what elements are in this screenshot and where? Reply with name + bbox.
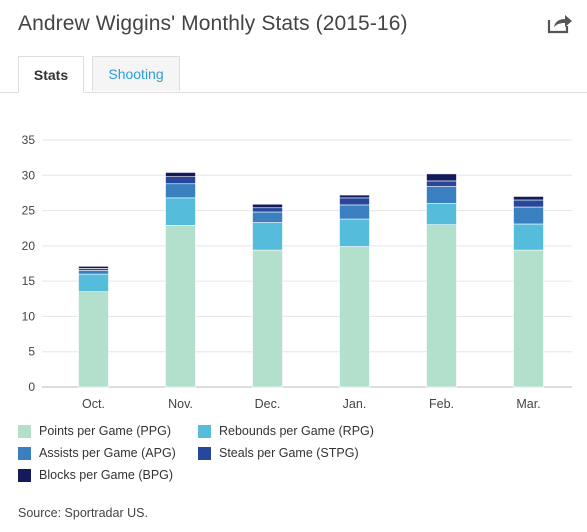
x-tick-label: Jan.: [343, 397, 367, 411]
bar-apg-0: [78, 270, 109, 275]
legend-item-rpg[interactable]: Rebounds per Game (RPG): [198, 424, 374, 438]
legend-item-ppg[interactable]: Points per Game (PPG): [18, 424, 171, 438]
chart-title: Andrew Wiggins' Monthly Stats (2015-16): [18, 12, 408, 35]
bar-stpg-4: [426, 180, 457, 187]
bar-apg-5: [513, 206, 544, 225]
stacked-bar-chart: 0 5 10 15 20 25 30 35 Oct. Nov. Dec. Jan. Feb. Mar.: [22, 133, 572, 411]
bar-apg-2: [252, 211, 283, 223]
x-tick-label: Oct.: [82, 397, 105, 411]
y-tick-label: 0: [28, 380, 35, 394]
y-tick-label: 15: [22, 274, 36, 288]
legend-swatch-bpg: [18, 468, 31, 482]
y-tick-label: 30: [22, 168, 36, 182]
bar-rpg-5: [513, 223, 544, 251]
bar-ppg-1: [165, 225, 196, 388]
bar-bpg-2: [252, 203, 283, 209]
legend-item-bpg[interactable]: Blocks per Game (BPG): [18, 468, 173, 482]
legend-label-stpg: Steals per Game (STPG): [219, 446, 359, 460]
x-tick-label: Dec.: [255, 397, 281, 411]
legend-swatch-ppg: [18, 424, 31, 438]
y-tick-label: 25: [22, 204, 36, 218]
bar-ppg-3: [339, 246, 370, 388]
x-tick-label: Feb.: [429, 397, 454, 411]
bar-stpg-0: [78, 268, 109, 271]
legend-swatch-rpg: [198, 424, 211, 438]
bar-rpg-3: [339, 218, 370, 247]
legend-label-ppg: Points per Game (PPG): [39, 424, 171, 438]
y-tick-label: 35: [22, 133, 36, 147]
bar-bpg-3: [339, 194, 370, 199]
bar-rpg-0: [78, 273, 109, 293]
x-tick-label: Nov.: [168, 397, 193, 411]
share-icon[interactable]: [547, 12, 573, 34]
bar-ppg-5: [513, 249, 544, 388]
bar-stpg-1: [165, 176, 196, 185]
tab-stats[interactable]: Stats: [18, 56, 84, 93]
bar-apg-3: [339, 204, 370, 220]
bar-stpg-5: [513, 199, 544, 208]
bar-bpg-4: [426, 173, 457, 182]
legend-label-bpg: Blocks per Game (BPG): [39, 468, 174, 482]
bar-rpg-1: [165, 197, 196, 226]
x-tick-label: Mar.: [516, 397, 540, 411]
bar-ppg-4: [426, 224, 457, 388]
bar-apg-1: [165, 183, 196, 199]
legend-swatch-stpg: [198, 446, 211, 460]
legend-swatch-apg: [18, 446, 31, 460]
tab-shooting[interactable]: Shooting: [92, 56, 180, 91]
bar-ppg-2: [252, 249, 283, 388]
y-tick-label: 20: [22, 239, 36, 253]
source-note: Source: Sportradar US.: [18, 506, 148, 520]
legend-item-stpg[interactable]: Steals per Game (STPG): [198, 446, 359, 460]
legend-item-apg[interactable]: Assists per Game (APG): [18, 446, 176, 460]
bar-bpg-5: [513, 196, 544, 201]
bar-stpg-2: [252, 207, 283, 213]
legend-label-rpg: Rebounds per Game (RPG): [219, 424, 374, 438]
legend-label-apg: Assists per Game (APG): [39, 446, 176, 460]
y-tick-label: 10: [22, 309, 36, 323]
bar-bpg-1: [165, 172, 196, 177]
bar-rpg-2: [252, 222, 283, 251]
tab-bar: Stats Shooting: [0, 56, 587, 93]
y-tick-label: 5: [28, 345, 35, 359]
bar-rpg-4: [426, 203, 457, 225]
bar-stpg-3: [339, 197, 370, 206]
bar-bpg-0: [78, 266, 109, 269]
bar-ppg-0: [78, 291, 109, 388]
bar-apg-4: [426, 186, 457, 204]
